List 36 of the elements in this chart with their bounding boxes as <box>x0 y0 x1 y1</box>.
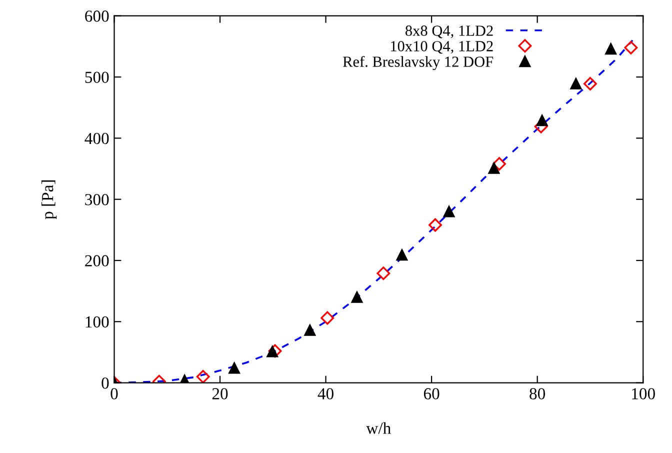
x-tick-label: 60 <box>424 388 440 400</box>
x-tick-label: 100 <box>632 388 655 400</box>
x-tick-label: 20 <box>212 388 228 400</box>
y-tick-label: 400 <box>84 132 109 144</box>
point <box>396 249 408 261</box>
y-tick-label: 0 <box>102 377 109 389</box>
y-tick-label: 200 <box>85 255 109 266</box>
point <box>536 114 548 126</box>
y-tick-label: 600 <box>85 10 109 22</box>
point <box>443 206 455 218</box>
point <box>304 324 316 336</box>
x-tick-label: 40 <box>318 388 334 400</box>
point <box>228 362 240 374</box>
point <box>605 43 617 55</box>
y-tick-label: 100 <box>86 316 109 328</box>
y-tick-label: 500 <box>85 72 109 83</box>
legend-label: Ref. Breslavsky 12 DOF <box>342 56 494 70</box>
x-tick-label: 0 <box>110 388 118 400</box>
point <box>492 157 506 171</box>
legend-label: 10x10 Q4, 1LD2 <box>390 41 493 54</box>
y-axis-title: p [Pa] <box>41 180 57 220</box>
point <box>196 370 210 383</box>
point <box>428 218 442 232</box>
legend-label: 8x8 Q4, 1LD2 <box>406 26 493 38</box>
point <box>268 344 282 358</box>
x-tick-label: 80 <box>530 388 546 400</box>
point <box>320 311 334 325</box>
point <box>266 346 278 358</box>
point <box>583 77 597 90</box>
x-axis-title: w/h <box>366 422 391 434</box>
point <box>376 266 390 280</box>
point <box>351 291 363 303</box>
point <box>488 162 500 174</box>
y-tick-label: 300 <box>85 194 109 206</box>
point <box>624 40 638 54</box>
point <box>570 78 582 90</box>
